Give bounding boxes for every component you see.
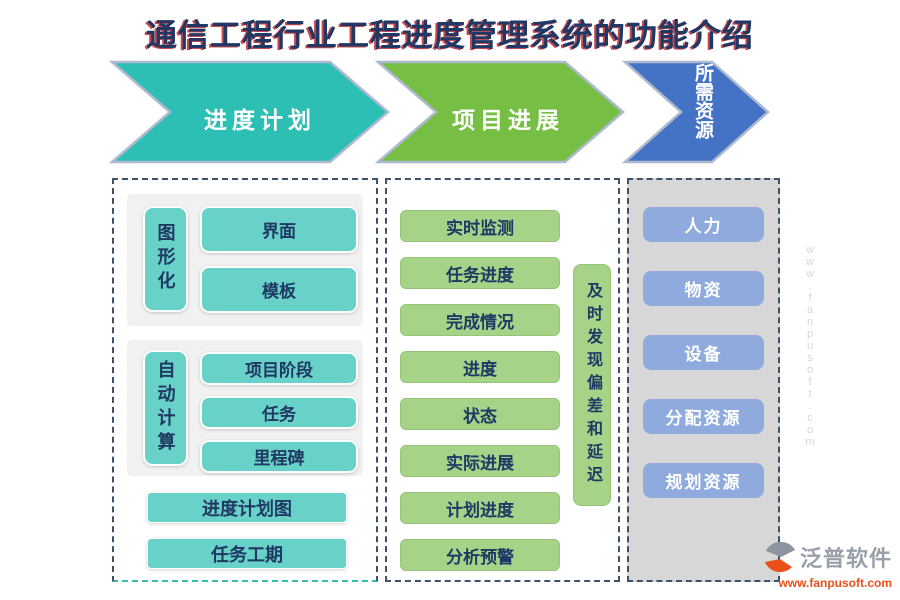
resource-box: 设备 <box>643 335 764 370</box>
arrow-shape-progress-plan <box>108 60 390 164</box>
feature-box: 里程碑 <box>200 440 358 473</box>
monitor-box: 完成情况 <box>400 304 560 336</box>
monitor-box: 分析预警 <box>400 539 560 571</box>
feature-box: 界面 <box>200 206 358 253</box>
panel-resources: 人力物资设备分配资源规划资源 <box>627 178 780 582</box>
group-graphical: 图形化 界面模板 <box>127 194 363 326</box>
feature-box: 项目阶段 <box>200 352 358 385</box>
resource-box: 人力 <box>643 207 764 242</box>
arrows-graphic <box>108 60 770 164</box>
side-note-box: 及时发现偏差和延迟 <box>573 264 611 506</box>
arrow-shape-project-progress <box>374 60 625 164</box>
monitor-box: 实时监测 <box>400 210 560 242</box>
feature-box: 任务 <box>200 396 358 429</box>
monitor-box: 任务进度 <box>400 257 560 289</box>
group-graphical-items: 界面 模板 <box>200 206 358 313</box>
resource-box: 物资 <box>643 271 764 306</box>
group-auto-calc-side-label: 自动计算 <box>143 350 188 466</box>
group-side-label-text: 图形化 <box>155 223 176 295</box>
group-auto-calc: 自动计算 项目阶段任务里程碑 <box>127 340 363 476</box>
monitor-box: 状态 <box>400 398 560 430</box>
resource-box: 规划资源 <box>643 463 764 498</box>
feature-box: 模板 <box>200 266 358 313</box>
brand-logo-icon <box>765 541 795 572</box>
brand-url: www.fanpusoft.com <box>778 576 892 590</box>
resource-box: 分配资源 <box>643 399 764 434</box>
group-graphical-side-label: 图形化 <box>143 206 188 312</box>
monitor-items: 实时监测任务进度完成情况进度状态实际进展计划进度分析预警 <box>400 210 560 571</box>
panel-project-progress: 实时监测任务进度完成情况进度状态实际进展计划进度分析预警 及时发现偏差和延迟 <box>385 178 620 582</box>
feature-box-schedule-chart: 进度计划图 <box>147 492 347 523</box>
group-auto-calc-items: 项目阶段 任务 里程碑 <box>200 352 358 473</box>
resource-items: 人力物资设备分配资源规划资源 <box>643 207 764 498</box>
watermark: www.fanpusoft.com <box>804 244 816 448</box>
panel-progress-plan: 图形化 界面模板 自动计算 项目阶段任务里程碑 进度计划图 任务工期 <box>112 178 378 582</box>
arrow-label-progress-plan: 进度计划 <box>204 107 316 133</box>
arrow-shape-resources <box>621 60 770 164</box>
group-side-label-text: 自动计算 <box>155 360 176 456</box>
side-note-text: 及时发现偏差和延迟 <box>584 281 601 489</box>
monitor-box: 进度 <box>400 351 560 383</box>
feature-box-task-duration: 任务工期 <box>147 538 347 569</box>
monitor-box: 计划进度 <box>400 492 560 524</box>
brand-name: 泛普软件 <box>800 546 893 571</box>
brand-logo: 泛普软件 www.fanpusoft.com <box>762 538 892 590</box>
arrow-label-project-progress: 项目进展 <box>452 107 564 133</box>
page-title: 通信工程行业工程进度管理系统的功能介绍 <box>146 18 754 53</box>
arrow-label-resources: 所需资源 <box>692 63 713 139</box>
monitor-box: 实际进展 <box>400 445 560 477</box>
